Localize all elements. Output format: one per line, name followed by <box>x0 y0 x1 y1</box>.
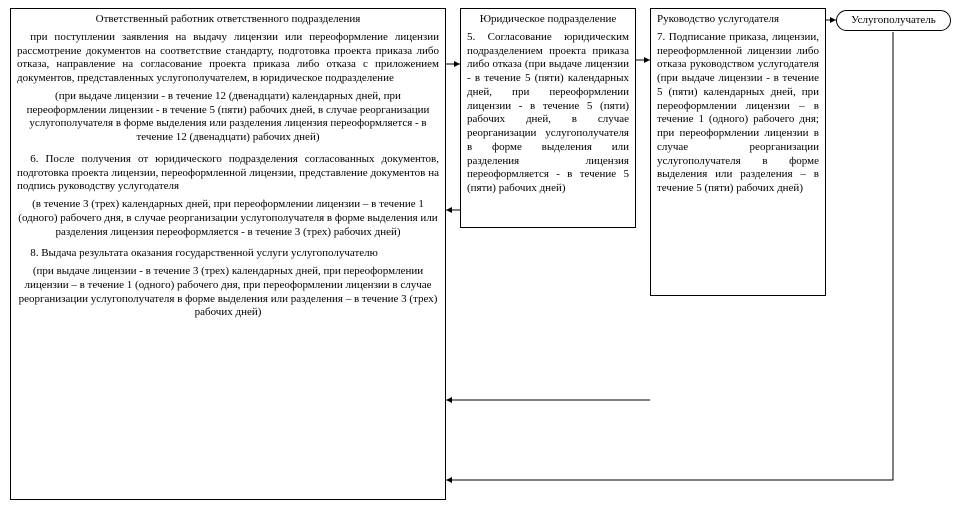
responsible-worker-title: Ответственный работник ответственного по… <box>17 13 439 27</box>
responsible-worker-p6: 6. После получения от юридического подра… <box>17 153 439 194</box>
responsible-worker-p8: 8. Выдача результата оказания государств… <box>17 247 439 261</box>
recipient-pill: Услугополучатель <box>836 10 951 31</box>
legal-department-box: Юридическое подразделение 5. Согласовани… <box>460 8 636 228</box>
responsible-worker-p1: при поступлении заявления на выдачу лице… <box>17 31 439 86</box>
responsible-worker-box: Ответственный работник ответственного по… <box>10 8 446 500</box>
legal-department-title: Юридическое подразделение <box>467 13 629 27</box>
responsible-worker-p1-note: (при выдаче лицензии - в течение 12 (две… <box>17 90 439 145</box>
responsible-worker-p6-note: (в течение 3 (трех) календарных дней, пр… <box>17 198 439 239</box>
legal-department-text: 5. Согласование юридическим подразделени… <box>467 31 629 196</box>
management-box: Руководство услугодателя 7. Подписание п… <box>650 8 826 296</box>
responsible-worker-p8-note: (при выдаче лицензии - в течение 3 (трех… <box>17 265 439 320</box>
recipient-label: Услугополучатель <box>851 14 936 26</box>
management-title: Руководство услугодателя <box>657 13 819 27</box>
management-text: 7. Подписание приказа, лицензии, переофо… <box>657 31 819 196</box>
